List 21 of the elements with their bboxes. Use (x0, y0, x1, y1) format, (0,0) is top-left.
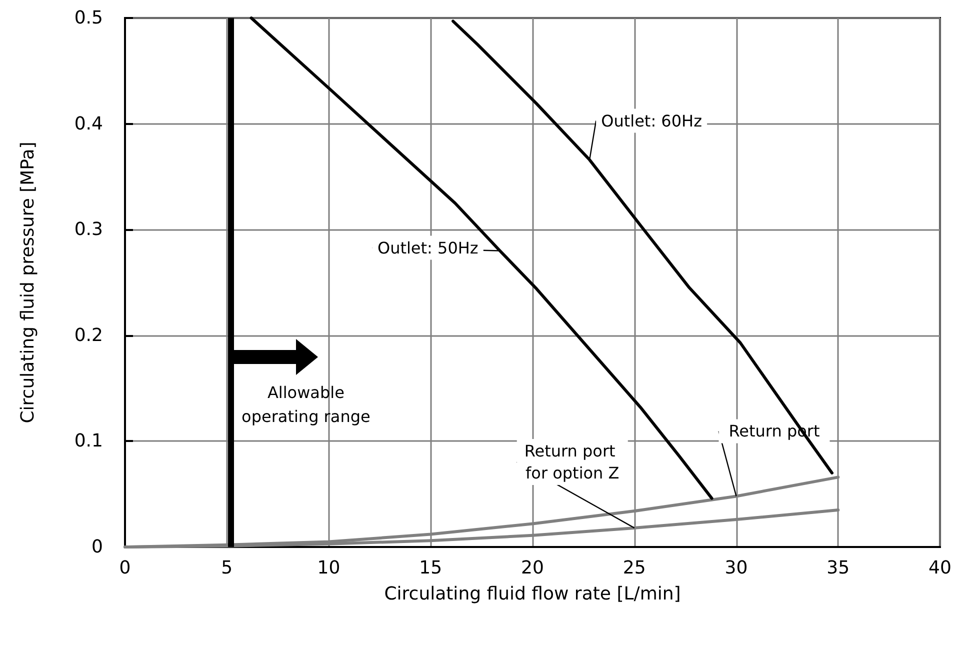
x-tick-label: 5 (221, 558, 233, 578)
x-tick-label: 40 (928, 558, 952, 578)
x-axis-title: Circulating fluid flow rate [L/min] (384, 584, 681, 604)
text: Return port for option Z (524, 441, 620, 482)
series-label: Outlet: 60Hz (601, 111, 702, 130)
series-label: Outlet: 50Hz (377, 238, 478, 258)
y-tick-label: 0 (92, 536, 103, 558)
x-tick-label: 10 (317, 558, 340, 578)
x-tick-label: 20 (521, 558, 544, 578)
x-tick-label: 25 (622, 558, 646, 578)
y-tick-label: 0.5 (74, 8, 103, 28)
y-tick-label: 0.2 (74, 324, 103, 346)
x-tick-label: 30 (724, 558, 748, 578)
x-tick-label: 15 (419, 558, 442, 578)
x-tick-label: 35 (826, 558, 850, 578)
x-tick-label: 0 (119, 558, 131, 578)
y-tick-label: 0.3 (74, 219, 103, 240)
y-tick-label: 0.1 (74, 430, 103, 452)
y-axis-title: Circulating fluid pressure [MPa] (18, 142, 38, 424)
ref-line-label: Allowable operating range (240, 382, 371, 428)
y-tick-label: 0.4 (74, 113, 103, 134)
